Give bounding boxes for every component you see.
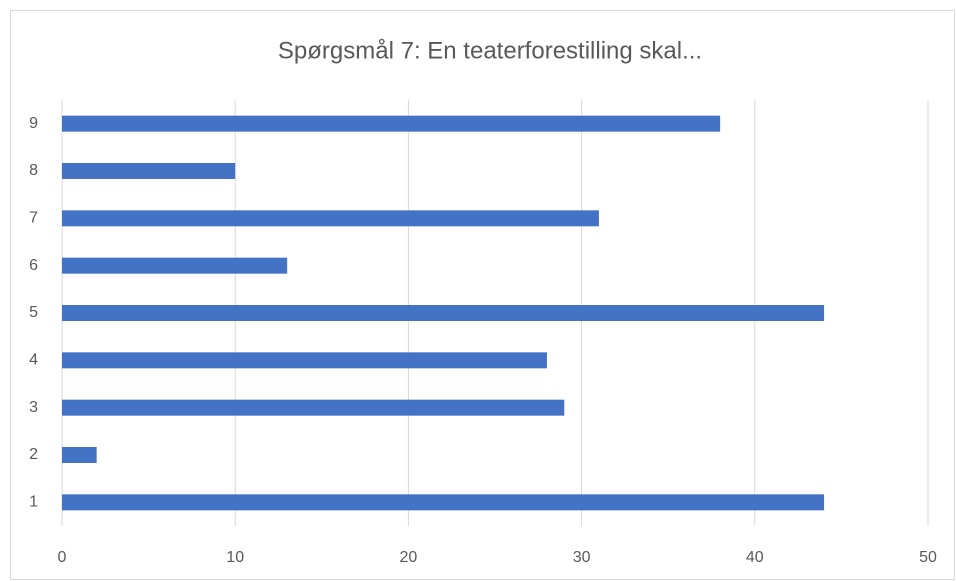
x-tick-label: 40 <box>746 549 764 566</box>
y-tick-label: 2 <box>29 446 38 463</box>
bar <box>62 257 288 274</box>
y-tick-label: 8 <box>29 162 38 179</box>
chart-title: Spørgsmål 7: En teaterforestilling skal.… <box>278 37 702 64</box>
x-tick-label: 50 <box>919 549 937 566</box>
bar <box>62 352 547 369</box>
y-tick-label: 9 <box>29 115 38 132</box>
x-tick-label: 20 <box>400 549 418 566</box>
chart-frame <box>10 10 955 580</box>
y-tick-label: 4 <box>29 352 38 369</box>
bar <box>62 494 825 511</box>
y-tick-label: 1 <box>29 494 38 511</box>
bar <box>62 447 97 463</box>
y-tick-label: 3 <box>29 399 38 416</box>
bar <box>62 210 599 227</box>
bar <box>62 399 565 416</box>
y-tick-label: 7 <box>29 210 38 227</box>
x-tick-label: 10 <box>226 549 244 566</box>
y-tick-label: 6 <box>29 257 38 274</box>
bar <box>62 163 236 179</box>
x-tick-label: 30 <box>573 549 591 566</box>
bar <box>62 305 825 321</box>
y-tick-label: 5 <box>29 304 38 321</box>
x-tick-label: 0 <box>58 549 67 566</box>
bar <box>62 115 721 132</box>
